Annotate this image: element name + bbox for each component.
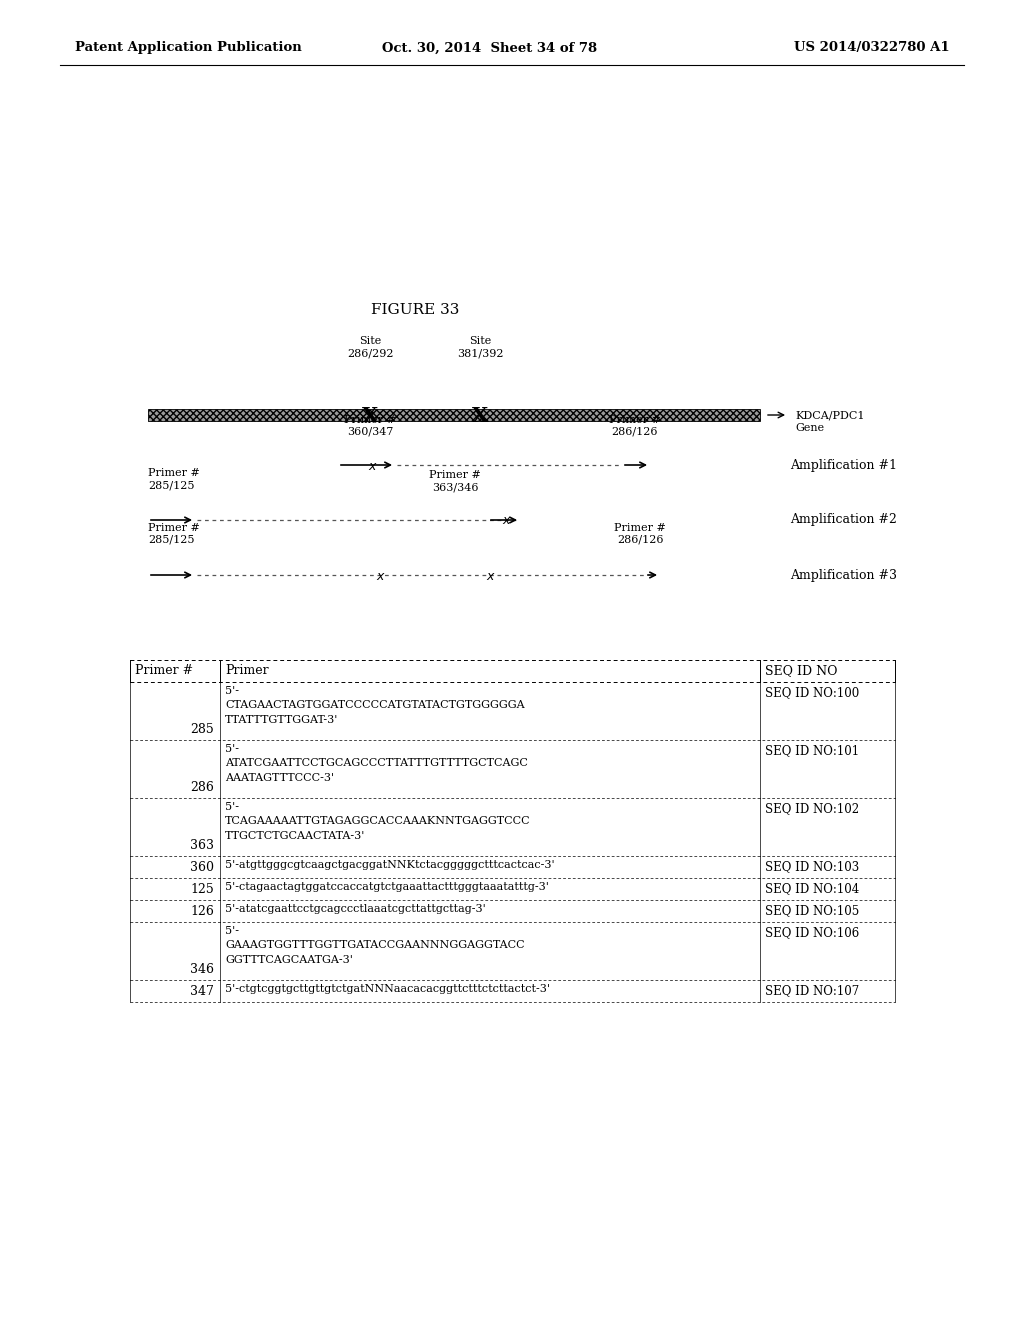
Text: 286: 286 xyxy=(190,781,214,795)
Text: X: X xyxy=(472,407,488,426)
Text: 363: 363 xyxy=(190,840,214,851)
Text: SEQ ID NO:104: SEQ ID NO:104 xyxy=(765,882,859,895)
Text: Primer #
363/346: Primer # 363/346 xyxy=(429,470,481,492)
Text: 347: 347 xyxy=(190,985,214,998)
Text: SEQ ID NO:107: SEQ ID NO:107 xyxy=(765,983,859,997)
Text: SEQ ID NO: SEQ ID NO xyxy=(765,664,838,677)
Text: 5'-atatcgaattcctgcagccctlaaatcgcttattgcttag-3': 5'-atatcgaattcctgcagccctlaaatcgcttattgct… xyxy=(225,904,485,913)
Text: x: x xyxy=(486,569,494,582)
Text: 125: 125 xyxy=(190,883,214,896)
Text: X: X xyxy=(361,407,378,426)
Text: 5'-: 5'- xyxy=(225,686,239,696)
Text: Primer #
286/126: Primer # 286/126 xyxy=(614,524,666,545)
Text: x: x xyxy=(369,459,376,473)
Text: TTATTTGTTGGAT-3': TTATTTGTTGGAT-3' xyxy=(225,715,338,725)
Text: FIGURE 33: FIGURE 33 xyxy=(371,304,459,317)
Text: GGTTTCAGCAATGA-3': GGTTTCAGCAATGA-3' xyxy=(225,954,353,965)
Text: GAAAGTGGTTTGGTTGATACCGAANNNGGAGGTACC: GAAAGTGGTTTGGTTGATACCGAANNNGGAGGTACC xyxy=(225,940,524,950)
Text: TTGCTCTGCAACTATA-3': TTGCTCTGCAACTATA-3' xyxy=(225,832,366,841)
Text: Amplification #1: Amplification #1 xyxy=(790,458,897,471)
Text: TCAGAAAAATTGTAGAGGCACCAAAKNNTGAGGTCCC: TCAGAAAAATTGTAGAGGCACCAAAKNNTGAGGTCCC xyxy=(225,817,530,826)
Text: 5'-ctagaactagtggatccaccatgtctgaaattactttgggtaaatatttg-3': 5'-ctagaactagtggatccaccatgtctgaaattacttt… xyxy=(225,882,549,892)
Text: Primer #
286/126: Primer # 286/126 xyxy=(609,416,660,437)
Text: Amplification #3: Amplification #3 xyxy=(790,569,897,582)
Text: KDCA/PDC1
Gene: KDCA/PDC1 Gene xyxy=(795,411,864,433)
Text: Site
286/292: Site 286/292 xyxy=(347,337,393,358)
Text: AAATAGTTTCCC-3': AAATAGTTTCCC-3' xyxy=(225,774,334,783)
Text: 5'-atgttgggcgtcaagctgacggatNNKtctacgggggctttcactcac-3': 5'-atgttgggcgtcaagctgacggatNNKtctacggggg… xyxy=(225,861,555,870)
Text: 5'-: 5'- xyxy=(225,927,239,936)
Text: Patent Application Publication: Patent Application Publication xyxy=(75,41,302,54)
Text: Primer #: Primer # xyxy=(135,664,194,677)
Bar xyxy=(148,409,760,421)
Text: SEQ ID NO:106: SEQ ID NO:106 xyxy=(765,927,859,939)
Text: 5'-ctgtcggtgcttgttgtctgatNNNaacacacggttctttctcttactct-3': 5'-ctgtcggtgcttgttgtctgatNNNaacacacggttc… xyxy=(225,983,550,994)
Text: Primer: Primer xyxy=(225,664,268,677)
Text: 5'-: 5'- xyxy=(225,744,239,754)
Text: x: x xyxy=(376,569,384,582)
Text: Oct. 30, 2014  Sheet 34 of 78: Oct. 30, 2014 Sheet 34 of 78 xyxy=(382,41,598,54)
Text: US 2014/0322780 A1: US 2014/0322780 A1 xyxy=(795,41,950,54)
Text: Amplification #2: Amplification #2 xyxy=(790,513,897,527)
Text: ATATCGAATTCCTGCAGCCCTTATTTGTTTTGCTCAGC: ATATCGAATTCCTGCAGCCCTTATTTGTTTTGCTCAGC xyxy=(225,759,528,768)
Text: CTAGAACTAGTGGATCCCCCATGTATACTGTGGGGGA: CTAGAACTAGTGGATCCCCCATGTATACTGTGGGGGA xyxy=(225,701,524,710)
Text: 360: 360 xyxy=(190,861,214,874)
Text: 346: 346 xyxy=(190,964,214,975)
Text: Primer #
285/125: Primer # 285/125 xyxy=(148,469,200,490)
Text: SEQ ID NO:100: SEQ ID NO:100 xyxy=(765,686,859,700)
Text: SEQ ID NO:105: SEQ ID NO:105 xyxy=(765,904,859,917)
Text: x: x xyxy=(503,515,510,528)
Text: 126: 126 xyxy=(190,906,214,917)
Text: Primer #
360/347: Primer # 360/347 xyxy=(344,416,396,437)
Text: SEQ ID NO:103: SEQ ID NO:103 xyxy=(765,861,859,873)
Text: Site
381/392: Site 381/392 xyxy=(457,337,503,358)
Text: 285: 285 xyxy=(190,723,214,737)
Text: 5'-: 5'- xyxy=(225,803,239,812)
Text: SEQ ID NO:101: SEQ ID NO:101 xyxy=(765,744,859,756)
Text: SEQ ID NO:102: SEQ ID NO:102 xyxy=(765,803,859,814)
Text: Primer #
285/125: Primer # 285/125 xyxy=(148,524,200,545)
